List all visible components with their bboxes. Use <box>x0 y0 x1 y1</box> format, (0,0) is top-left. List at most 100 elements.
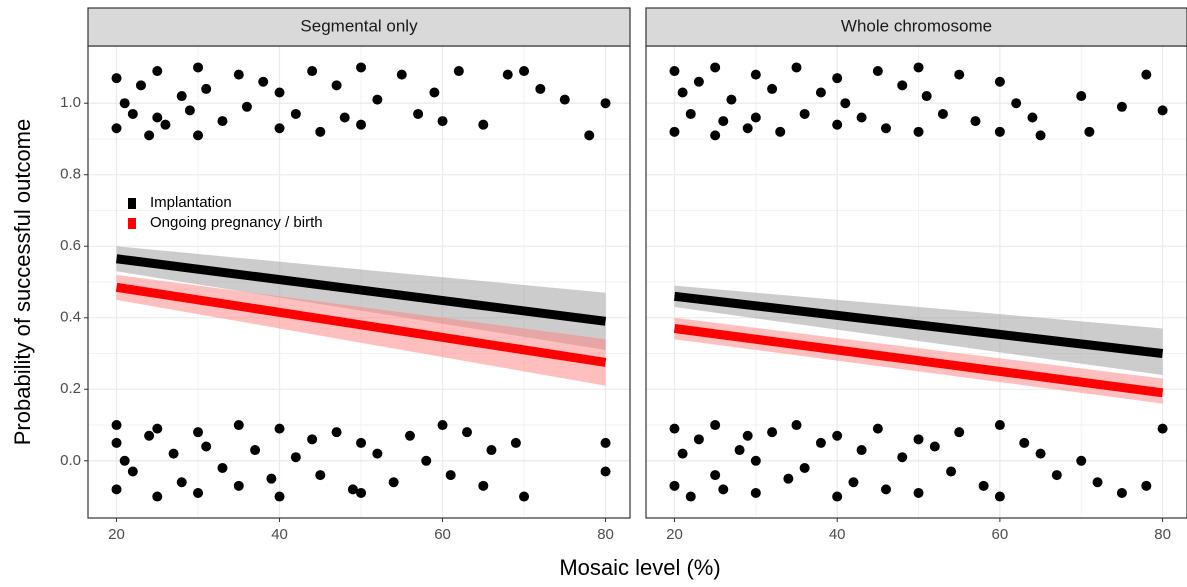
point <box>274 87 285 98</box>
point <box>233 480 244 491</box>
x-tick-label: 80 <box>1154 526 1171 543</box>
point <box>111 437 122 448</box>
point <box>111 123 122 134</box>
point <box>718 116 729 127</box>
point <box>929 441 940 452</box>
point <box>600 437 611 448</box>
point <box>119 98 130 109</box>
point <box>1116 101 1127 112</box>
point <box>274 491 285 502</box>
point <box>1027 112 1038 123</box>
point <box>677 448 688 459</box>
strip <box>645 7 1187 47</box>
point <box>388 477 399 488</box>
point <box>848 477 859 488</box>
point <box>1092 477 1103 488</box>
point <box>266 473 277 484</box>
point <box>111 420 122 431</box>
legend-label: Ongoing pregnancy / birth <box>150 214 323 231</box>
point <box>201 441 212 452</box>
point <box>1076 91 1087 102</box>
point <box>726 94 737 105</box>
point <box>872 66 883 77</box>
point <box>217 116 228 127</box>
point <box>233 420 244 431</box>
point <box>519 491 530 502</box>
point <box>119 455 130 466</box>
point <box>315 470 326 481</box>
point <box>290 108 301 119</box>
point <box>502 69 513 80</box>
point <box>677 87 688 98</box>
point <box>201 83 212 94</box>
point <box>669 126 680 137</box>
point <box>356 119 367 130</box>
point <box>693 76 704 87</box>
point <box>710 62 721 73</box>
point <box>274 423 285 434</box>
point <box>1141 69 1152 80</box>
point <box>710 130 721 141</box>
point <box>127 466 138 477</box>
strip-label: Whole chromosome <box>841 16 992 35</box>
point <box>307 434 318 445</box>
point <box>111 484 122 495</box>
point <box>1019 437 1030 448</box>
point <box>478 480 489 491</box>
point <box>718 484 729 495</box>
y-tick-label: 0.4 <box>60 309 81 326</box>
point <box>669 423 680 434</box>
point <box>152 491 163 502</box>
point <box>356 487 367 498</box>
point <box>994 420 1005 431</box>
point <box>445 470 456 481</box>
point <box>404 430 415 441</box>
point <box>1051 470 1062 481</box>
x-tick-label: 60 <box>434 526 451 543</box>
point <box>176 91 187 102</box>
point <box>356 62 367 73</box>
x-tick-label: 40 <box>829 526 846 543</box>
fit-line <box>115 282 607 367</box>
point <box>453 66 464 77</box>
point <box>815 437 826 448</box>
point <box>1141 480 1152 491</box>
point <box>913 62 924 73</box>
point <box>978 480 989 491</box>
point <box>880 484 891 495</box>
point <box>347 484 358 495</box>
x-tick-label: 60 <box>992 526 1009 543</box>
point <box>600 466 611 477</box>
point <box>1084 126 1095 137</box>
point <box>799 462 810 473</box>
point <box>767 83 778 94</box>
y-tick-label: 0.6 <box>60 237 81 254</box>
point <box>799 108 810 119</box>
point <box>437 116 448 127</box>
point <box>872 423 883 434</box>
point <box>913 126 924 137</box>
point <box>193 427 204 438</box>
point <box>421 455 432 466</box>
point <box>152 112 163 123</box>
point <box>372 94 383 105</box>
point <box>396 69 407 80</box>
point <box>144 130 155 141</box>
point <box>331 427 342 438</box>
fit-line <box>673 324 1164 398</box>
point <box>535 83 546 94</box>
point <box>176 477 187 488</box>
point <box>750 69 761 80</box>
point <box>160 119 171 130</box>
point <box>127 108 138 119</box>
x-axis-title: Mosaic level (%) <box>559 555 720 580</box>
point <box>250 445 261 456</box>
point <box>461 427 472 438</box>
point <box>168 448 179 459</box>
point <box>994 76 1005 87</box>
point <box>685 491 696 502</box>
point <box>954 69 965 80</box>
point <box>710 470 721 481</box>
point <box>946 466 957 477</box>
